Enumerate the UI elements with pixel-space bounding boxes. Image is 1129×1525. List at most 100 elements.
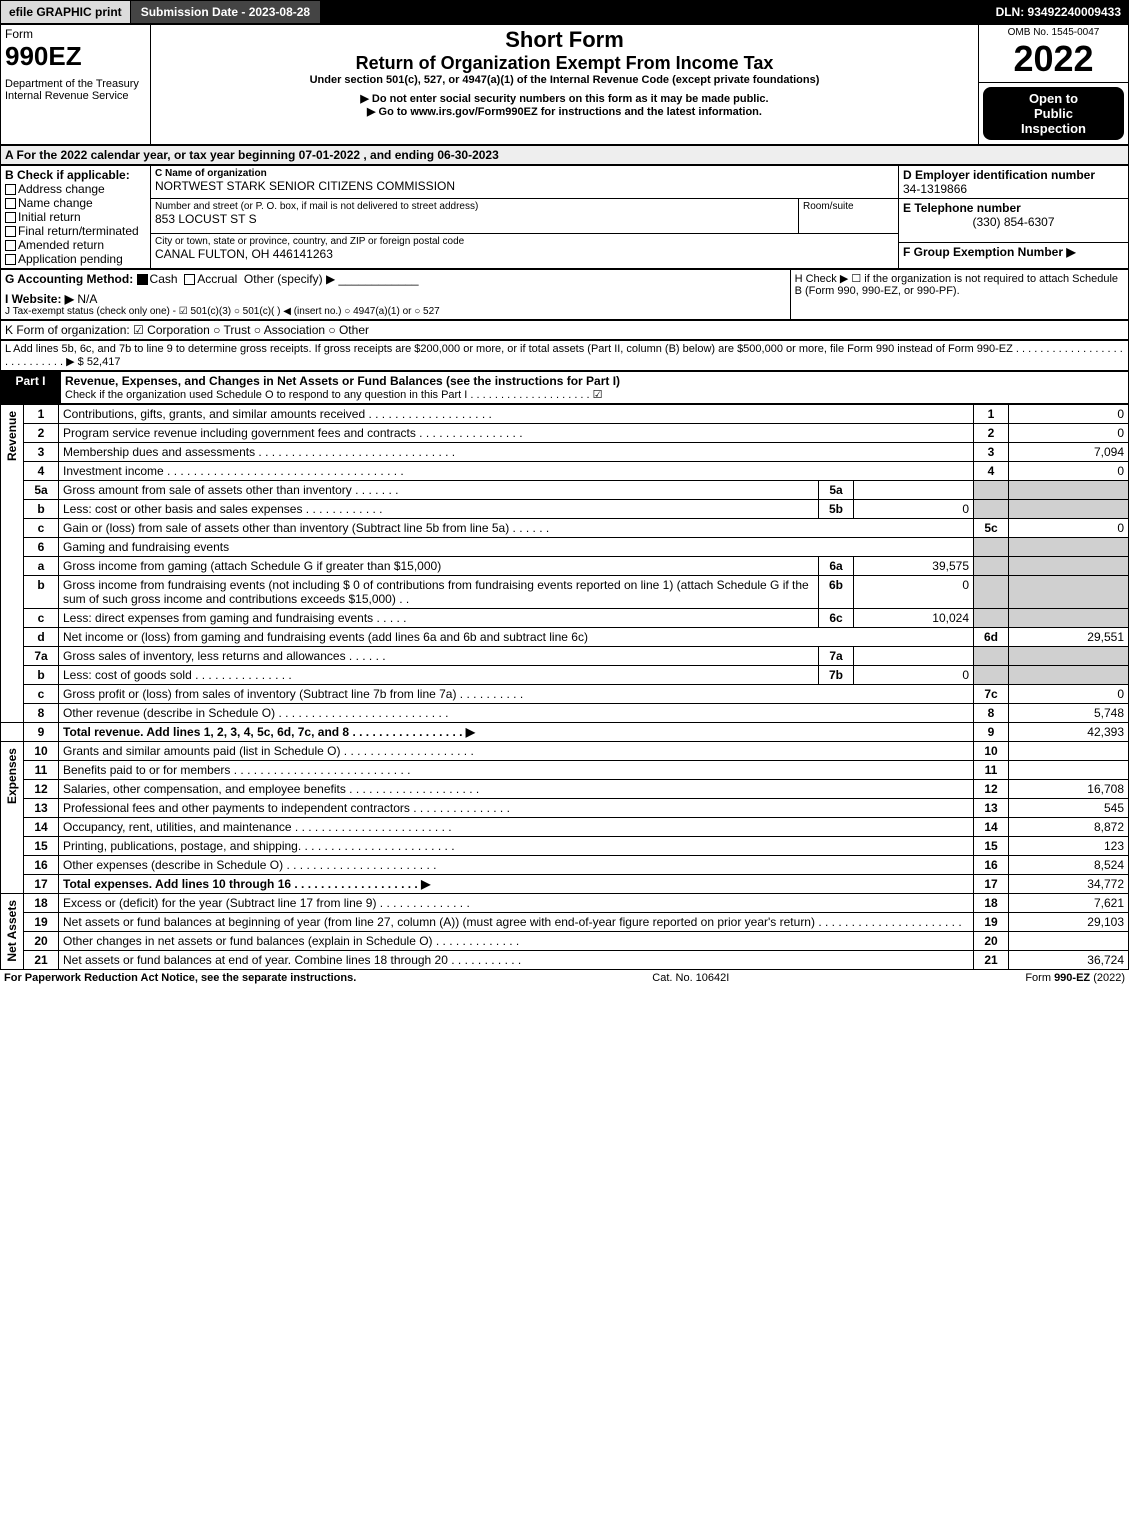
inspection-badge: Open to Public Inspection	[983, 87, 1124, 140]
line-15-text: Printing, publications, postage, and shi…	[59, 837, 974, 856]
checkbox-final-return[interactable]	[5, 226, 16, 237]
line-17-num: 17	[24, 875, 59, 894]
line-13-text: Professional fees and other payments to …	[59, 799, 974, 818]
line-6a-text: Gross income from gaming (attach Schedul…	[59, 557, 819, 576]
org-name: NORTWEST STARK SENIOR CITIZENS COMMISSIO…	[155, 179, 894, 193]
line-21-value: 36,724	[1009, 951, 1129, 970]
opt-initial-return: Initial return	[18, 210, 81, 224]
revenue-section-label: Revenue	[5, 407, 19, 465]
line-5b-midnum: 5b	[819, 500, 854, 519]
line-10-value	[1009, 742, 1129, 761]
line-6d-rn: 6d	[974, 628, 1009, 647]
line-15-num: 15	[24, 837, 59, 856]
line-1-value: 0	[1009, 405, 1129, 424]
checkbox-cash[interactable]	[137, 274, 148, 285]
form-subtitle: Under section 501(c), 527, or 4947(a)(1)…	[155, 74, 974, 86]
line-14-text: Occupancy, rent, utilities, and maintena…	[59, 818, 974, 837]
checkbox-amended-return[interactable]	[5, 240, 16, 251]
line-15-value: 123	[1009, 837, 1129, 856]
checkbox-accrual[interactable]	[184, 274, 195, 285]
section-c-name-label: C Name of organization	[155, 168, 894, 179]
line-20-num: 20	[24, 932, 59, 951]
line-6b-midnum: 6b	[819, 576, 854, 609]
section-c-addr-label: Number and street (or P. O. box, if mail…	[155, 201, 794, 212]
section-j-text: J Tax-exempt status (check only one) - ☑…	[5, 306, 786, 317]
line-10-num: 10	[24, 742, 59, 761]
dept-treasury: Department of the Treasury	[5, 78, 146, 90]
form-title-short: Short Form	[155, 27, 974, 53]
checkbox-application-pending[interactable]	[5, 254, 16, 265]
line-3-value: 7,094	[1009, 443, 1129, 462]
line-6c-num: c	[24, 609, 59, 628]
section-i-label: I Website: ▶	[5, 292, 74, 306]
sections-b-to-f: B Check if applicable: Address change Na…	[0, 165, 1129, 269]
line-13-num: 13	[24, 799, 59, 818]
checkbox-address-change[interactable]	[5, 184, 16, 195]
line-3-num: 3	[24, 443, 59, 462]
line-1-rn: 1	[974, 405, 1009, 424]
line-5a-text: Gross amount from sale of assets other t…	[59, 481, 819, 500]
line-12-num: 12	[24, 780, 59, 799]
checkbox-initial-return[interactable]	[5, 212, 16, 223]
line-2-value: 0	[1009, 424, 1129, 443]
line-7a-text: Gross sales of inventory, less returns a…	[59, 647, 819, 666]
line-7c-num: c	[24, 685, 59, 704]
line-5a-val-shaded	[1009, 481, 1129, 500]
line-19-num: 19	[24, 913, 59, 932]
line-10-rn: 10	[974, 742, 1009, 761]
line-1-num: 1	[24, 405, 59, 424]
line-12-value: 16,708	[1009, 780, 1129, 799]
ssn-warning: ▶ Do not enter social security numbers o…	[155, 92, 974, 105]
section-d-label: D Employer identification number	[903, 168, 1124, 182]
line-7b-rn-shaded	[974, 666, 1009, 685]
line-3-text: Membership dues and assessments . . . . …	[59, 443, 974, 462]
opt-application-pending: Application pending	[18, 252, 123, 266]
line-7c-text: Gross profit or (loss) from sales of inv…	[59, 685, 974, 704]
line-5a-midval	[854, 481, 974, 500]
dept-irs: Internal Revenue Service	[5, 90, 146, 102]
line-6d-value: 29,551	[1009, 628, 1129, 647]
omb-number: OMB No. 1545-0047	[983, 27, 1124, 38]
part-i-title: Revenue, Expenses, and Changes in Net As…	[65, 374, 620, 388]
line-9-rn: 9	[974, 723, 1009, 742]
line-5b-midval: 0	[854, 500, 974, 519]
line-5a-num: 5a	[24, 481, 59, 500]
line-7b-val-shaded	[1009, 666, 1129, 685]
line-17-value: 34,772	[1009, 875, 1129, 894]
line-1-text: Contributions, gifts, grants, and simila…	[59, 405, 974, 424]
line-5c-num: c	[24, 519, 59, 538]
line-20-rn: 20	[974, 932, 1009, 951]
ein-value: 34-1319866	[903, 182, 1124, 196]
line-6c-midval: 10,024	[854, 609, 974, 628]
line-6c-val-shaded	[1009, 609, 1129, 628]
line-6b-val-shaded	[1009, 576, 1129, 609]
part-i-label: Part I	[1, 372, 61, 404]
line-7b-num: b	[24, 666, 59, 685]
line-7b-text: Less: cost of goods sold . . . . . . . .…	[59, 666, 819, 685]
opt-name-change: Name change	[18, 196, 93, 210]
line-16-text: Other expenses (describe in Schedule O) …	[59, 856, 974, 875]
line-5b-rn-shaded	[974, 500, 1009, 519]
line-7a-num: 7a	[24, 647, 59, 666]
line-18-text: Excess or (deficit) for the year (Subtra…	[59, 894, 974, 913]
line-6a-rn-shaded	[974, 557, 1009, 576]
section-c-city-label: City or town, state or province, country…	[155, 236, 894, 247]
form-header-table: Form 990EZ Department of the Treasury In…	[0, 24, 1129, 145]
line-16-num: 16	[24, 856, 59, 875]
line-14-rn: 14	[974, 818, 1009, 837]
instructions-link[interactable]: ▶ Go to www.irs.gov/Form990EZ for instru…	[155, 105, 974, 118]
line-6b-midval: 0	[854, 576, 974, 609]
line-4-num: 4	[24, 462, 59, 481]
line-21-rn: 21	[974, 951, 1009, 970]
line-2-rn: 2	[974, 424, 1009, 443]
line-5c-text: Gain or (loss) from sale of assets other…	[59, 519, 974, 538]
efile-print-button[interactable]: efile GRAPHIC print	[0, 0, 131, 24]
line-8-num: 8	[24, 704, 59, 723]
line-5a-midnum: 5a	[819, 481, 854, 500]
inspection-line3: Inspection	[987, 121, 1120, 136]
line-3-rn: 3	[974, 443, 1009, 462]
line-5b-text: Less: cost or other basis and sales expe…	[59, 500, 819, 519]
line-6-text: Gaming and fundraising events	[59, 538, 974, 557]
line-6b-num: b	[24, 576, 59, 609]
checkbox-name-change[interactable]	[5, 198, 16, 209]
